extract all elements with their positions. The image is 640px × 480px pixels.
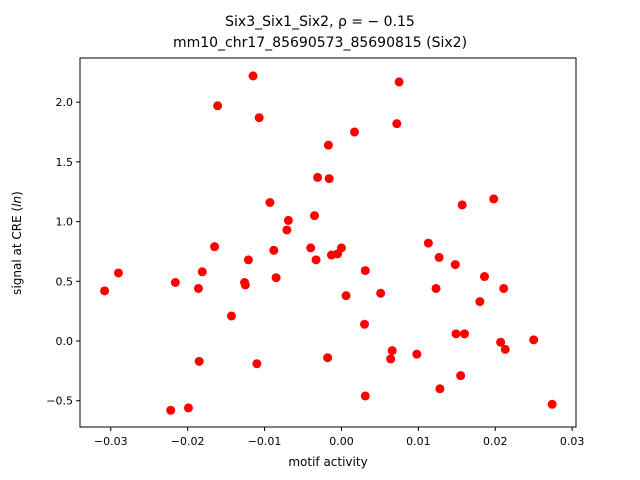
data-point [496, 337, 506, 347]
data-point [394, 77, 404, 87]
data-point [457, 200, 467, 210]
data-point [459, 329, 469, 339]
chart-title-line2: mm10_chr17_85690573_85690815 (Six2) [172, 35, 468, 51]
x-tick-label: −0.03 [94, 435, 128, 448]
data-point [479, 272, 489, 282]
data-point [252, 359, 262, 369]
y-axis-label: signal at CRE (ln) [10, 191, 24, 295]
data-point [341, 291, 351, 301]
data-point [243, 255, 253, 265]
y-tick-label: 0.0 [56, 335, 74, 348]
x-tick-label: 0.03 [560, 435, 585, 448]
y-tick-label: 1.5 [56, 156, 74, 169]
data-points [100, 71, 557, 415]
data-point [423, 238, 433, 248]
data-point [166, 405, 176, 415]
data-point [323, 140, 333, 150]
axis-ticks: −0.03 −0.02 −0.01 0.00 0.01 0.02 0.03 −0.5 0.0 0.… [46, 96, 584, 448]
data-point [489, 194, 499, 204]
data-point [431, 283, 441, 293]
data-point [283, 215, 293, 225]
data-point [387, 346, 397, 356]
data-point [475, 297, 485, 307]
data-point [435, 384, 445, 394]
data-point [386, 354, 396, 364]
data-point [193, 283, 203, 293]
chart-title-line1: Six3_Six1_Six2, ρ = − 0.15 [225, 14, 415, 30]
data-point [412, 349, 422, 359]
data-point [113, 268, 123, 278]
y-tick-label: −0.5 [46, 395, 73, 408]
data-point [376, 288, 386, 298]
x-tick-label: 0.02 [483, 435, 508, 448]
x-tick-label: −0.01 [248, 435, 282, 448]
data-point [500, 344, 510, 354]
data-point [311, 255, 321, 265]
data-point [547, 399, 557, 409]
data-point [210, 242, 220, 252]
data-point [450, 260, 460, 270]
data-point [248, 71, 258, 81]
y-tick-label: 1.0 [56, 216, 74, 229]
data-point [360, 266, 370, 276]
data-point [100, 286, 110, 296]
data-point [451, 329, 461, 339]
x-tick-label: 0.00 [329, 435, 354, 448]
data-point [499, 283, 509, 293]
data-point [313, 172, 323, 182]
data-point [282, 225, 292, 235]
data-point [240, 280, 250, 290]
data-point [213, 101, 223, 111]
data-point [336, 243, 346, 253]
x-tick-label: −0.02 [171, 435, 205, 448]
data-point [360, 319, 370, 329]
data-point [392, 119, 402, 129]
data-point [265, 197, 275, 207]
data-point [324, 174, 334, 184]
data-point [360, 391, 370, 401]
data-point [197, 267, 207, 277]
data-point [254, 113, 264, 123]
plot-frame [79, 57, 577, 428]
data-point [456, 371, 466, 381]
data-point [350, 127, 360, 137]
data-point [194, 356, 204, 366]
data-point [226, 311, 236, 321]
data-point [306, 243, 316, 253]
data-point [323, 353, 333, 363]
y-tick-label: 0.5 [56, 275, 74, 288]
data-point [434, 252, 444, 262]
x-tick-label: 0.01 [406, 435, 431, 448]
data-point [269, 245, 279, 255]
data-point [183, 403, 193, 413]
data-point [310, 211, 320, 221]
data-point [170, 278, 180, 288]
x-axis-label: motif activity [288, 455, 368, 469]
data-point [529, 335, 539, 345]
data-point [271, 273, 281, 283]
y-tick-label: 2.0 [56, 96, 74, 109]
